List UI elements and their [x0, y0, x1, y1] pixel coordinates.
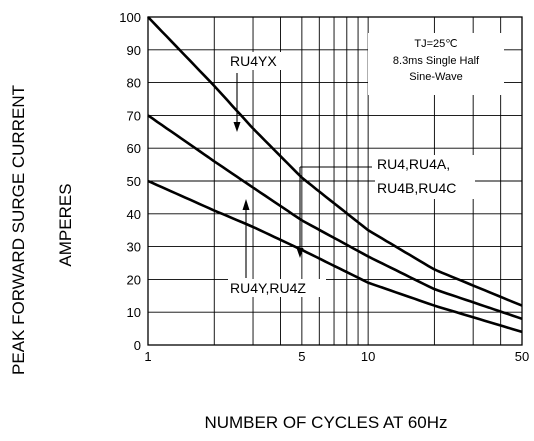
y-tick-label-70: 70 [127, 108, 141, 123]
condition-temperature: TJ=25℃ [414, 38, 457, 50]
condition-pulse: 8.3ms Single Half [393, 55, 480, 67]
y-tick-label-30: 30 [127, 240, 141, 255]
conditions-box: TJ=25℃ 8.3ms Single Half Sine-Wave [368, 33, 504, 95]
x-axis-title: NUMBER OF CYCLES AT 60Hz [204, 413, 447, 432]
series-label-ru4yx: RU4YX [230, 53, 277, 69]
conditions-box-background [368, 33, 504, 95]
x-tick-label-50: 50 [515, 349, 529, 364]
label-background-ru4y [228, 279, 326, 297]
series-label-ru4-line2: RU4B,RU4C [377, 180, 456, 196]
series-group [147, 16, 523, 334]
y-tick-label-60: 60 [127, 141, 141, 156]
series-label-ru4-line1: RU4,RU4A, [377, 156, 450, 172]
tick-labels: 0 10 20 30 40 50 60 70 80 90 100 1 5 10 50 [119, 10, 529, 364]
series-line-2 [147, 114, 523, 321]
y-tick-label-10: 10 [127, 305, 141, 320]
arrow-ru4yx-head [233, 122, 241, 132]
y-tick-label-50: 50 [127, 174, 141, 189]
series-line-3 [147, 179, 523, 334]
series-line-1 [147, 16, 523, 307]
arrow-ru4y-head [242, 199, 250, 210]
condition-waveform: Sine-Wave [409, 71, 462, 83]
y-tick-label-100: 100 [119, 10, 141, 25]
x-tick-label-1: 1 [144, 349, 151, 364]
y-tick-label-40: 40 [127, 207, 141, 222]
y-tick-label-90: 90 [127, 43, 141, 58]
series-label-ru4y: RU4Y,RU4Z [230, 280, 306, 296]
y-tick-label-0: 0 [134, 338, 141, 353]
label-background-ru4 [375, 155, 475, 199]
y-tick-label-80: 80 [127, 76, 141, 91]
arrow-ru4-head [296, 248, 304, 258]
y-axis-title: PEAK FORWARD SURGE CURRENT [9, 85, 28, 375]
x-tick-label-5: 5 [298, 349, 305, 364]
pointer-arrows [233, 73, 372, 278]
label-background-ru4yx [228, 52, 292, 70]
y-tick-label-20: 20 [127, 272, 141, 287]
x-tick-label-10: 10 [361, 349, 375, 364]
y-axis-subtitle: AMPERES [56, 183, 75, 266]
